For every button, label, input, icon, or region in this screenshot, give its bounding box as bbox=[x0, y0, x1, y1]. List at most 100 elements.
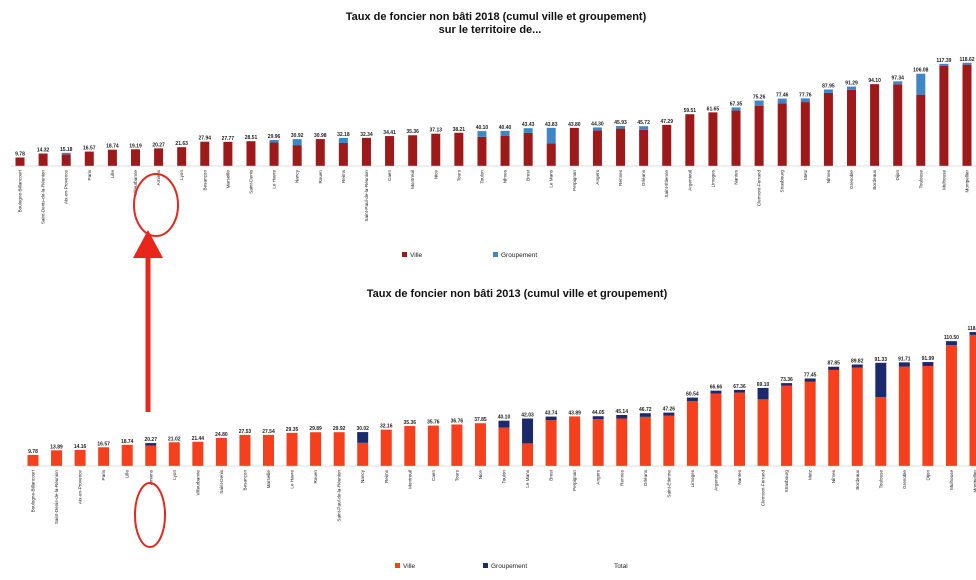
bar-value-label: 18.74 bbox=[121, 439, 134, 445]
bar-value-label: 32.34 bbox=[360, 132, 373, 138]
bar-value-label: 45.14 bbox=[615, 409, 628, 415]
bar-ville bbox=[192, 442, 203, 466]
bar-ville bbox=[939, 66, 948, 166]
bar-value-label: 40.40 bbox=[499, 125, 512, 131]
category-label: Villeurbanne bbox=[195, 470, 200, 496]
bar-value-label: 77.45 bbox=[804, 372, 817, 378]
category-label: Orléans bbox=[643, 469, 648, 486]
bar-ville bbox=[381, 430, 392, 466]
category-label: Saint-Denis bbox=[219, 469, 224, 493]
category-label: Toulon bbox=[479, 170, 484, 184]
category-label: Le Havre bbox=[290, 470, 295, 489]
chart-2013-title: Taux de foncier non bâti 2013 (cumul vil… bbox=[367, 288, 668, 300]
category-label: Tours bbox=[454, 469, 459, 481]
bar-groupement bbox=[547, 128, 556, 144]
bar-value-label: 47.26 bbox=[663, 407, 676, 413]
highlight-arrow-head bbox=[133, 230, 163, 258]
bar-ville bbox=[499, 428, 510, 466]
category-label: Strasbourg bbox=[780, 170, 785, 193]
category-label: Saint-Paul-de-la-Réunion bbox=[364, 170, 369, 222]
bar-ville bbox=[946, 345, 957, 466]
bar-value-label: 60.54 bbox=[686, 392, 699, 398]
category-label: Nantes bbox=[734, 169, 739, 184]
bar-ville bbox=[39, 154, 48, 166]
bar-ville bbox=[639, 130, 648, 166]
bar-groupement bbox=[732, 107, 741, 110]
bar-value-label: 110.50 bbox=[944, 335, 959, 341]
bar-value-label: 37.13 bbox=[430, 128, 443, 134]
bar-groupement bbox=[687, 398, 698, 401]
bar-value-label: 40.10 bbox=[476, 125, 489, 131]
bar-value-label: 14.16 bbox=[74, 444, 87, 450]
bar-ville bbox=[758, 399, 769, 466]
bar-value-label: 47.29 bbox=[660, 119, 673, 125]
bar-groupement bbox=[922, 362, 933, 366]
bar-value-label: 59.51 bbox=[684, 108, 697, 114]
chart-2018-title: Taux de foncier non bâti 2018 (cumul vil… bbox=[346, 11, 647, 23]
bar-groupement bbox=[616, 126, 625, 129]
category-label: Paris bbox=[87, 169, 92, 180]
category-label: Boulogne-Billancourt bbox=[18, 169, 23, 212]
category-label: Lyon bbox=[172, 470, 177, 480]
bar-value-label: 27.54 bbox=[262, 429, 275, 435]
bar-groupement bbox=[755, 101, 764, 106]
bar-ville bbox=[916, 95, 925, 166]
category-label: Metz bbox=[808, 469, 813, 480]
bar-ville bbox=[663, 416, 674, 466]
bar-value-label: 24.80 bbox=[215, 432, 228, 438]
bar-value-label: 46.72 bbox=[639, 407, 652, 413]
category-label: Marseille bbox=[266, 470, 271, 489]
bar-value-label: 27.53 bbox=[239, 429, 252, 435]
bar-ville bbox=[362, 138, 371, 166]
category-label: Le Mans bbox=[549, 169, 554, 187]
highlight-circle-2013 bbox=[135, 483, 165, 547]
bar-ville bbox=[546, 420, 557, 466]
bar-ville bbox=[547, 143, 556, 166]
category-label: Strasbourg bbox=[784, 470, 789, 493]
bar-ville bbox=[154, 148, 163, 166]
legend-label-total-2013: Total bbox=[614, 563, 628, 570]
category-label: Nîmes bbox=[503, 169, 508, 183]
bar-value-label: 97.34 bbox=[891, 75, 904, 81]
bar-ville bbox=[246, 141, 255, 166]
category-label: Aix-en-Provence bbox=[64, 170, 69, 204]
category-label: Caen bbox=[431, 470, 436, 481]
bar-value-label: 43.83 bbox=[545, 122, 558, 128]
bar-ville bbox=[51, 450, 62, 466]
bar-groupement bbox=[778, 99, 787, 104]
chart-2013: Taux de foncier non bâti 2013 (cumul vil… bbox=[22, 288, 976, 570]
category-label: Montpellier bbox=[973, 470, 976, 493]
legend-label-groupement-2013: Groupement bbox=[491, 563, 527, 570]
bar-ville bbox=[122, 445, 133, 466]
category-label: Caen bbox=[387, 170, 392, 181]
bar-value-label: 38.21 bbox=[453, 127, 466, 133]
category-label: Nancy bbox=[295, 169, 300, 183]
bar-ville bbox=[408, 135, 417, 166]
bar-value-label: 16.57 bbox=[97, 441, 110, 447]
bar-value-label: 30.98 bbox=[314, 133, 327, 139]
bar-groupement bbox=[801, 98, 810, 102]
bar-groupement bbox=[663, 413, 674, 416]
bar-groupement bbox=[357, 432, 368, 443]
category-label: Nantes bbox=[737, 469, 742, 484]
bar-ville bbox=[687, 401, 698, 466]
category-label: Saint-Denis bbox=[248, 169, 253, 193]
bar-value-label: 29.89 bbox=[309, 426, 322, 432]
bar-ville bbox=[662, 125, 671, 166]
bar-ville bbox=[708, 112, 717, 166]
category-label: Montpellier bbox=[965, 170, 970, 193]
legend-swatch-groupement bbox=[493, 252, 498, 257]
bar-value-label: 106.08 bbox=[913, 68, 929, 74]
legend-label-ville-2013: Ville bbox=[403, 563, 416, 570]
bar-groupement bbox=[828, 367, 839, 370]
bar-ville bbox=[287, 433, 298, 466]
chart-2018: Taux de foncier non bâti 2018 (cumul vil… bbox=[11, 11, 976, 259]
bar-value-label: 30.02 bbox=[356, 426, 369, 432]
category-label: Saint-Paul-de-la-Réunion bbox=[337, 470, 342, 522]
bar-ville bbox=[570, 128, 579, 166]
bar-groupement bbox=[546, 417, 557, 421]
bar-value-label: 35.36 bbox=[404, 420, 417, 426]
bar-value-label: 67.35 bbox=[730, 101, 743, 107]
bar-ville bbox=[431, 134, 440, 166]
